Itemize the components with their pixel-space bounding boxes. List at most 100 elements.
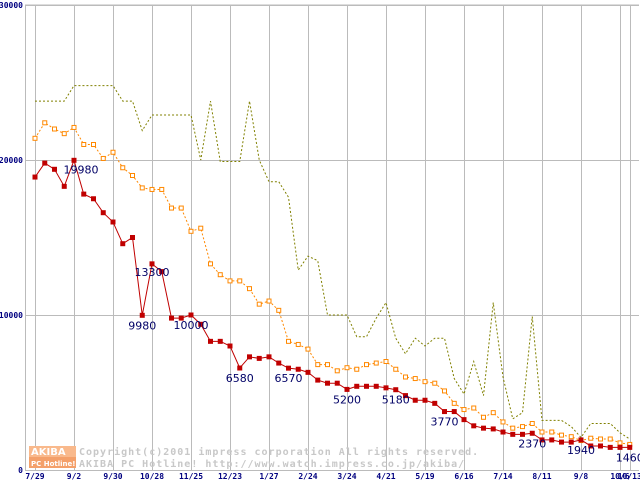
data-point-min-price: [412, 397, 418, 403]
data-point-min-price: [510, 431, 516, 437]
data-point-average-price: [295, 341, 301, 347]
data-label: 1940: [567, 444, 595, 457]
logo-akiba: AKIBA: [31, 447, 66, 458]
data-point-average-price: [490, 410, 496, 416]
y-tick-label: 20000: [0, 156, 23, 165]
data-point-average-price: [217, 272, 223, 278]
data-point-min-price: [120, 241, 126, 247]
data-point-min-price: [549, 437, 555, 443]
data-point-min-price: [393, 387, 399, 393]
data-label: 5200: [333, 393, 361, 406]
x-tick-label: 12/23: [218, 472, 242, 480]
data-point-average-price: [383, 359, 389, 364]
data-point-min-price: [52, 166, 57, 172]
x-tick-label: 6/16: [454, 472, 473, 480]
x-tick-label: 11/25: [179, 472, 203, 480]
data-point-average-price: [481, 414, 486, 420]
data-point-min-price: [588, 443, 594, 449]
x-tick-label: 10/28: [140, 472, 164, 480]
data-point-average-price: [130, 173, 135, 178]
data-point-min-price: [500, 429, 506, 435]
x-tick-label: 9/30: [103, 472, 122, 480]
data-point-min-price: [373, 383, 379, 389]
watermark: AKIBA PC Hotline! Copyright(c)2001 impre…: [29, 446, 478, 470]
data-point-average-price: [305, 346, 311, 352]
data-point-min-price: [607, 444, 613, 450]
data-point-average-price: [393, 366, 399, 372]
data-point-average-price: [149, 186, 155, 192]
data-label: 6570: [275, 372, 303, 385]
data-point-min-price: [81, 191, 87, 197]
x-axis: 7/29 9/2 9/30 10/28 11/25 12/23 1/27 2/24 3/24 4/…: [25, 472, 640, 480]
data-point-average-price: [354, 366, 360, 372]
data-point-min-price: [110, 219, 116, 225]
data-point-min-price: [286, 365, 291, 371]
data-point-min-price: [149, 261, 155, 267]
data-point-min-price: [217, 338, 223, 344]
data-point-average-price: [568, 434, 574, 440]
x-tick-label: 9/2: [67, 472, 82, 480]
data-point-average-price: [364, 362, 369, 368]
data-point-min-price: [364, 383, 369, 389]
data-point-min-price: [130, 235, 135, 240]
grid: [25, 4, 639, 471]
data-point-average-price: [412, 376, 418, 382]
data-point-average-price: [539, 429, 545, 435]
data-point-average-price: [52, 126, 57, 132]
data-point-min-price: [559, 439, 564, 445]
data-point-average-price: [432, 380, 438, 386]
x-tick-label: 7/29: [25, 472, 44, 480]
data-label: 19980: [64, 163, 99, 176]
data-point-min-price: [354, 383, 360, 389]
data-point-min-price: [169, 315, 174, 321]
data-point-min-price: [198, 321, 204, 327]
data-point-min-price: [305, 369, 311, 375]
data-point-min-price: [578, 437, 584, 443]
data-point-min-price: [442, 409, 447, 415]
data-point-average-price: [549, 429, 555, 435]
data-point-min-price: [325, 380, 330, 386]
logo-pc-hotline: PC Hotline!: [31, 460, 75, 468]
data-point-average-price: [237, 278, 243, 284]
data-point-min-price: [344, 386, 350, 392]
data-point-min-price: [42, 160, 48, 166]
data-label: 3770: [431, 416, 459, 429]
data-point-min-price: [237, 365, 243, 371]
data-label: 9980: [128, 319, 156, 332]
x-tick-label: 9/8: [574, 472, 589, 480]
series-line-max-price: [35, 85, 631, 440]
data-point-average-price: [61, 131, 67, 137]
data-point-min-price: [539, 437, 545, 443]
data-point-average-price: [276, 307, 282, 313]
data-point-min-price: [471, 423, 477, 429]
x-tick-label: 10/13: [618, 472, 640, 480]
data-point-min-price: [32, 174, 38, 180]
data-point-average-price: [32, 135, 38, 141]
data-point-min-price: [139, 312, 145, 318]
data-point-average-price: [42, 120, 48, 126]
data-point-min-price: [276, 360, 282, 366]
site-url-text: AKIBA PC Hotline! http://www.watch.impre…: [79, 458, 465, 470]
data-point-average-price: [403, 374, 408, 380]
data-point-average-price: [71, 124, 77, 130]
data-point-min-price: [247, 354, 252, 360]
series-layer: [32, 85, 633, 450]
data-label: 2370: [518, 437, 546, 450]
data-point-min-price: [227, 343, 233, 349]
data-point-min-price: [383, 385, 389, 391]
data-point-min-price: [403, 393, 408, 399]
data-point-average-price: [286, 338, 291, 344]
data-point-average-price: [100, 155, 106, 161]
data-point-average-price: [169, 205, 174, 211]
logo-bottom-bg: [29, 457, 76, 468]
x-tick-label: 1/27: [259, 472, 278, 480]
y-tick-label: 10000: [0, 311, 23, 320]
data-point-min-price: [61, 183, 67, 189]
data-point-average-price: [159, 186, 165, 192]
data-point-min-price: [295, 366, 301, 372]
data-point-average-price: [442, 388, 447, 394]
data-point-average-price: [188, 228, 194, 234]
data-point-min-price: [520, 431, 525, 437]
data-point-min-price: [266, 354, 272, 360]
